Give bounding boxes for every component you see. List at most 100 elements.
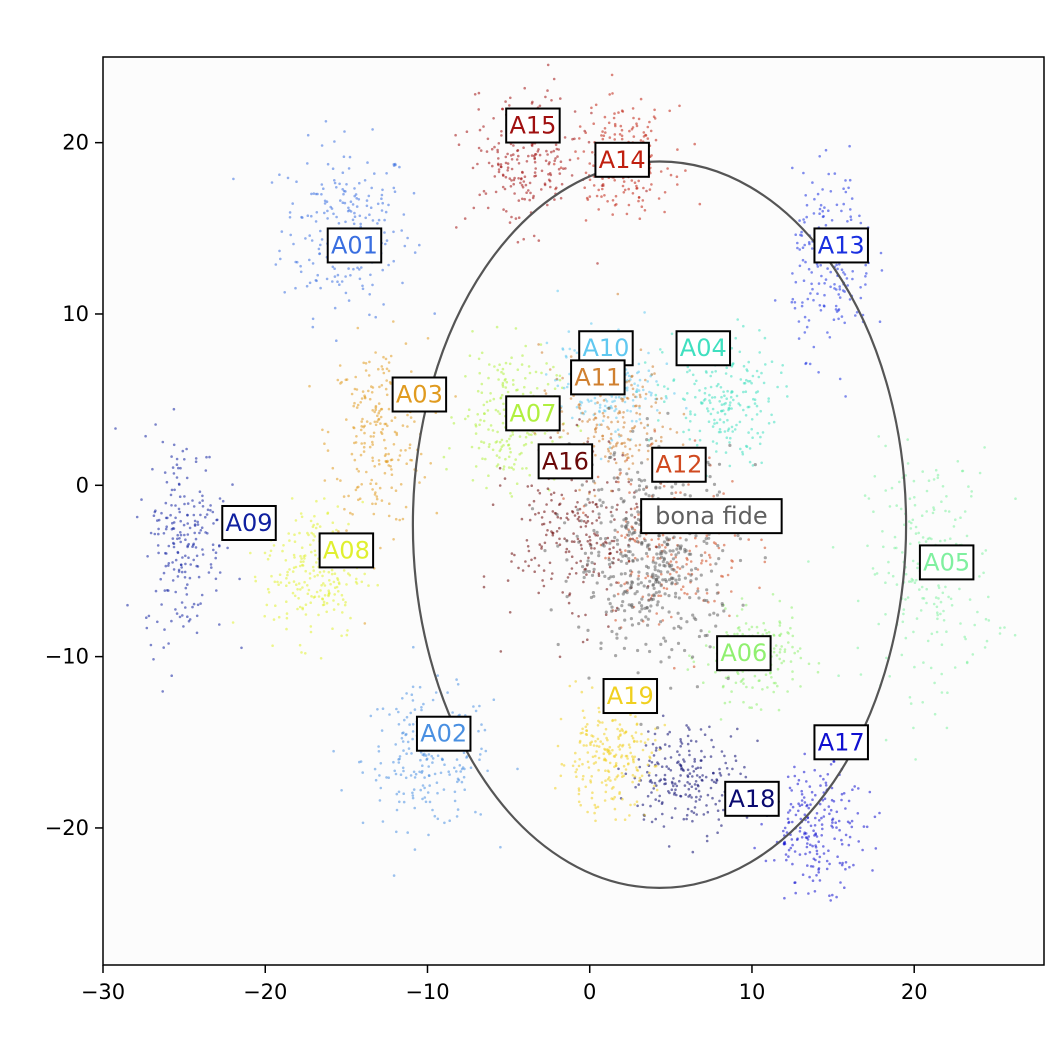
point xyxy=(253,575,257,579)
point xyxy=(802,279,806,283)
point xyxy=(340,789,343,792)
point xyxy=(509,492,512,495)
point xyxy=(365,420,369,423)
point xyxy=(579,803,582,807)
point xyxy=(612,594,616,598)
point xyxy=(537,239,541,242)
point xyxy=(638,412,642,416)
point xyxy=(581,731,584,735)
point xyxy=(384,447,387,450)
point xyxy=(489,392,492,395)
point xyxy=(581,727,584,731)
point xyxy=(763,336,767,340)
point xyxy=(835,263,838,267)
point xyxy=(909,702,913,705)
point xyxy=(940,500,943,504)
point xyxy=(666,570,670,574)
point xyxy=(520,517,524,521)
point xyxy=(570,555,574,558)
point xyxy=(686,781,689,784)
point xyxy=(610,406,613,410)
point xyxy=(623,400,627,404)
point xyxy=(819,774,822,778)
point xyxy=(599,537,603,541)
cluster-label-A02: A02 xyxy=(415,715,472,752)
point xyxy=(313,535,317,538)
point xyxy=(365,470,368,474)
point xyxy=(694,566,698,571)
point xyxy=(556,431,560,435)
point xyxy=(936,611,939,614)
point xyxy=(1013,633,1017,637)
point xyxy=(313,514,316,518)
point xyxy=(610,560,614,565)
point xyxy=(455,758,459,761)
point xyxy=(183,533,186,537)
point xyxy=(320,183,324,186)
point xyxy=(642,186,645,190)
point xyxy=(638,610,642,614)
point xyxy=(807,806,810,810)
x-tick-label: 0 xyxy=(583,980,596,1004)
point xyxy=(803,801,807,804)
point xyxy=(845,277,849,280)
point xyxy=(353,458,357,462)
point xyxy=(730,425,734,429)
point xyxy=(613,778,617,781)
point xyxy=(463,217,467,220)
point xyxy=(359,428,363,432)
point xyxy=(985,639,989,643)
point xyxy=(332,599,335,602)
point xyxy=(844,395,847,398)
point xyxy=(362,445,366,449)
point xyxy=(789,660,793,663)
point xyxy=(336,280,339,284)
point xyxy=(356,326,360,330)
point xyxy=(384,387,388,391)
point xyxy=(643,813,646,817)
point xyxy=(625,396,629,400)
point xyxy=(383,422,387,426)
point xyxy=(882,545,885,549)
point xyxy=(508,611,512,614)
point xyxy=(856,646,860,650)
point xyxy=(493,145,496,149)
point xyxy=(182,523,186,527)
point xyxy=(613,112,616,115)
point xyxy=(597,512,601,516)
point xyxy=(844,190,848,194)
point xyxy=(573,514,577,517)
point xyxy=(703,397,707,401)
point xyxy=(633,395,637,399)
point xyxy=(192,513,196,517)
point xyxy=(194,537,198,541)
point xyxy=(859,296,863,300)
point xyxy=(607,456,612,460)
point xyxy=(626,581,630,585)
point xyxy=(601,130,604,133)
point xyxy=(577,800,581,804)
point xyxy=(502,174,505,177)
point xyxy=(773,299,777,302)
point xyxy=(791,297,795,301)
point xyxy=(565,539,569,543)
point xyxy=(735,614,739,618)
point xyxy=(548,179,552,183)
point xyxy=(509,450,512,454)
point xyxy=(524,183,528,187)
point xyxy=(694,787,698,791)
point xyxy=(370,186,374,190)
point xyxy=(490,147,494,151)
point xyxy=(411,723,415,726)
point xyxy=(558,436,561,439)
point xyxy=(662,586,666,590)
point xyxy=(411,791,414,795)
point xyxy=(787,821,790,825)
point xyxy=(689,420,692,423)
point xyxy=(621,442,624,445)
point xyxy=(183,458,186,461)
point xyxy=(364,369,368,372)
point xyxy=(642,131,646,134)
point xyxy=(667,767,670,770)
point xyxy=(713,396,717,399)
